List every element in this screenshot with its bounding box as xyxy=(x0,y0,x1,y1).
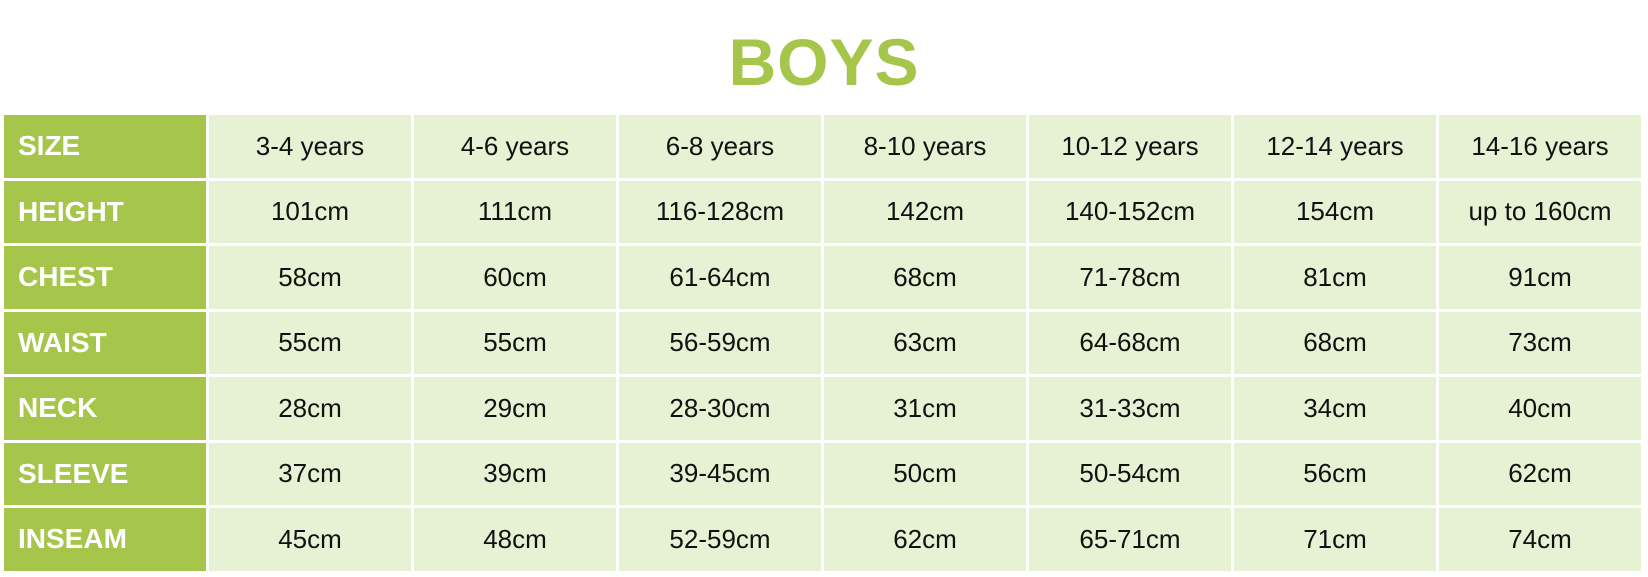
table-cell: 31-33cm xyxy=(1029,377,1231,440)
table-cell: 62cm xyxy=(824,508,1026,571)
table-cell: up to 160cm xyxy=(1439,180,1641,243)
table-cell: 81cm xyxy=(1234,246,1436,309)
table-cell: 58cm xyxy=(209,246,411,309)
table-cell: 71-78cm xyxy=(1029,246,1231,309)
table-cell: 101cm xyxy=(209,180,411,243)
table-cell: 39cm xyxy=(414,442,616,505)
table-cell: 116-128cm xyxy=(619,180,821,243)
row-header: INSEAM xyxy=(4,508,206,571)
table-cell: 31cm xyxy=(824,377,1026,440)
table-cell: 56cm xyxy=(1234,442,1436,505)
table-cell: 64-68cm xyxy=(1029,311,1231,374)
table-cell: 65-71cm xyxy=(1029,508,1231,571)
table-cell: 3-4 years xyxy=(209,115,411,178)
table-cell: 55cm xyxy=(209,311,411,374)
table-cell: 10-12 years xyxy=(1029,115,1231,178)
table-cell: 61-64cm xyxy=(619,246,821,309)
table-row-height: HEIGHT 101cm 111cm 116-128cm 142cm 140-152cm 1… xyxy=(4,180,1641,243)
row-header: WAIST xyxy=(4,311,206,374)
table-cell: 73cm xyxy=(1439,311,1641,374)
table-cell: 71cm xyxy=(1234,508,1436,571)
table-cell: 91cm xyxy=(1439,246,1641,309)
table-cell: 62cm xyxy=(1439,442,1641,505)
table-cell: 12-14 years xyxy=(1234,115,1436,178)
table-cell: 37cm xyxy=(209,442,411,505)
table-cell: 68cm xyxy=(1234,311,1436,374)
size-chart-table: SIZE 3-4 years 4-6 years 6-8 years 8-10 year… xyxy=(1,112,1644,574)
row-header: HEIGHT xyxy=(4,180,206,243)
table-row-sleeve: SLEEVE 37cm 39cm 39-45cm 50cm 50-54cm 56cm 62cm xyxy=(4,442,1641,505)
table-cell: 55cm xyxy=(414,311,616,374)
table-cell: 68cm xyxy=(824,246,1026,309)
table-cell: 34cm xyxy=(1234,377,1436,440)
table-cell: 142cm xyxy=(824,180,1026,243)
table-cell: 8-10 years xyxy=(824,115,1026,178)
table-cell: 40cm xyxy=(1439,377,1641,440)
table-cell: 45cm xyxy=(209,508,411,571)
row-header: SIZE xyxy=(4,115,206,178)
row-header: CHEST xyxy=(4,246,206,309)
table-row-chest: CHEST 58cm 60cm 61-64cm 68cm 71-78cm 81cm 91cm xyxy=(4,246,1641,309)
table-cell: 28-30cm xyxy=(619,377,821,440)
table-cell: 28cm xyxy=(209,377,411,440)
row-header: NECK xyxy=(4,377,206,440)
table-cell: 48cm xyxy=(414,508,616,571)
table-cell: 39-45cm xyxy=(619,442,821,505)
table-cell: 52-59cm xyxy=(619,508,821,571)
table-cell: 4-6 years xyxy=(414,115,616,178)
table-cell: 6-8 years xyxy=(619,115,821,178)
row-header: SLEEVE xyxy=(4,442,206,505)
table-row-inseam: INSEAM 45cm 48cm 52-59cm 62cm 65-71cm 71cm 74cm xyxy=(4,508,1641,571)
table-cell: 60cm xyxy=(414,246,616,309)
table-row-neck: NECK 28cm 29cm 28-30cm 31cm 31-33cm 34cm 40cm xyxy=(4,377,1641,440)
table-cell: 14-16 years xyxy=(1439,115,1641,178)
table-cell: 56-59cm xyxy=(619,311,821,374)
page-title: BOYS xyxy=(728,25,920,99)
table-cell: 50-54cm xyxy=(1029,442,1231,505)
table-cell: 111cm xyxy=(414,180,616,243)
table-cell: 154cm xyxy=(1234,180,1436,243)
table-cell: 29cm xyxy=(414,377,616,440)
table-cell: 74cm xyxy=(1439,508,1641,571)
table-row-size: SIZE 3-4 years 4-6 years 6-8 years 8-10 year… xyxy=(4,115,1641,178)
table-cell: 63cm xyxy=(824,311,1026,374)
table-row-waist: WAIST 55cm 55cm 56-59cm 63cm 64-68cm 68cm 73cm xyxy=(4,311,1641,374)
table-cell: 140-152cm xyxy=(1029,180,1231,243)
table-cell: 50cm xyxy=(824,442,1026,505)
